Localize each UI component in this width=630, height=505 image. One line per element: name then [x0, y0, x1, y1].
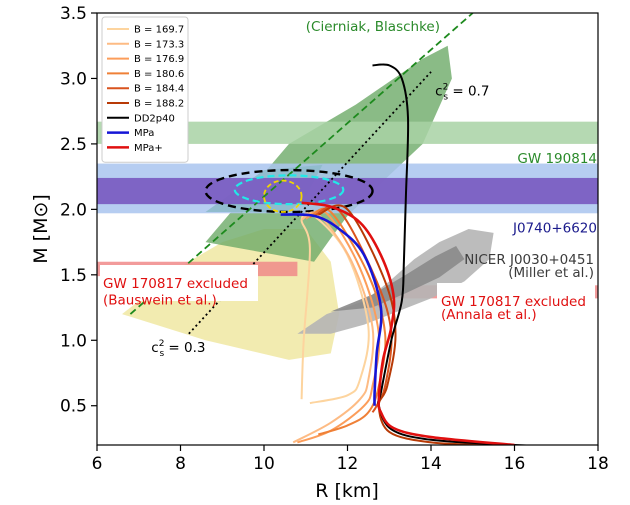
y-tick-label-1: 1.0 [60, 331, 87, 351]
legend-frame [101, 16, 189, 163]
axis-ticks: 6 8 10 12 14 16 18 0.5 1.0 1.5 2.0 2.5 3.0 3.5 [60, 4, 609, 474]
y-tick-label-2: 1.5 [60, 266, 87, 286]
series-line-6 [372, 63, 541, 445]
black-dashed-ellipse [204, 168, 374, 214]
x-tick-label-0: 6 [92, 454, 103, 474]
nicer-label: NICER J0030+0451 [464, 252, 594, 268]
cyan-dashed-ellipse [233, 174, 345, 206]
cierniak-blaschke-label: (Cierniak, Blaschke) [306, 19, 440, 35]
series-line-8 [301, 201, 515, 445]
legend: B = 169.7 B = 173.3 B = 176.9 B = 180.6 B = … [101, 16, 189, 163]
x-tick-label-5: 16 [504, 454, 526, 474]
cs-0.3-label: c2 s = 0.3 [151, 339, 205, 359]
band-0 [97, 121, 598, 144]
yellow-dashed-ellipse [263, 179, 303, 213]
x-tick-label-3: 12 [337, 454, 359, 474]
legend-label-4: B = 184.4 [134, 84, 184, 95]
x-tick-label-2: 10 [253, 454, 275, 474]
annala-label-line1: GW 170817 excluded [441, 294, 586, 310]
legend-label-6: DD2p40 [134, 113, 175, 124]
nicer-miller-label: (Miller et al.) [508, 265, 594, 281]
y-tick-label-4: 2.5 [60, 135, 87, 155]
annala-label-box [437, 283, 595, 313]
legend-label-3: B = 180.6 [134, 69, 184, 80]
y-tick-label-6: 3.5 [60, 4, 87, 24]
gw190814-label: GW 190814 [517, 151, 597, 167]
bauswein-label-line1: GW 170817 excluded [103, 276, 248, 292]
x-tick-label-1: 8 [175, 454, 186, 474]
x-tick-label-4: 14 [420, 454, 442, 474]
annotation-layer: (Cierniak, Blaschke) GW 190814 J0740+6620 N… [100, 19, 597, 359]
nicer-inner-region [330, 246, 465, 312]
y-tick-label-3: 2.0 [60, 200, 87, 220]
series-line-2 [297, 209, 381, 444]
cs-limit-dashed-line [129, 13, 474, 315]
x-tick-label-6: 18 [587, 454, 609, 474]
y-tick-label-0: 0.5 [60, 397, 87, 417]
legend-label-8: MPa+ [134, 143, 163, 154]
bauswein-label-box [100, 265, 258, 301]
legend-label-7: MPa [134, 128, 154, 139]
y-tick-label-5: 3.0 [60, 69, 87, 89]
series-line-0 [300, 212, 370, 405]
annala-label-line2: (Annala et al.) [441, 307, 537, 323]
cs-0.7-label: c2 s = 0.7 [435, 83, 489, 103]
y-axis-label: M [M⊙] [30, 194, 52, 264]
band-2 [97, 177, 598, 205]
j0740-label: J0740+6620 [512, 221, 597, 237]
series-line-7 [280, 213, 383, 406]
legend-label-0: B = 169.7 [134, 25, 184, 36]
bauswein-label-line2: (Bauswein et al.) [103, 293, 217, 309]
legend-label-5: B = 188.2 [134, 99, 184, 110]
legend-label-1: B = 173.3 [134, 39, 184, 50]
legend-label-2: B = 176.9 [134, 54, 184, 65]
x-axis-label: R [km] [315, 480, 379, 502]
